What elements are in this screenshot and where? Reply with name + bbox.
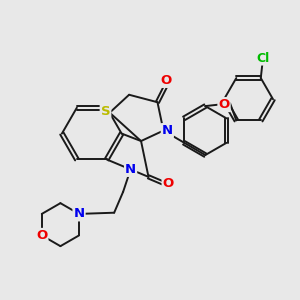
Text: S: S <box>101 105 110 118</box>
Text: O: O <box>163 177 174 190</box>
Text: N: N <box>74 207 85 220</box>
Text: N: N <box>162 124 173 137</box>
Text: O: O <box>36 229 47 242</box>
Text: Cl: Cl <box>256 52 269 64</box>
Text: N: N <box>125 163 136 176</box>
Text: O: O <box>218 98 230 111</box>
Text: O: O <box>160 74 172 87</box>
